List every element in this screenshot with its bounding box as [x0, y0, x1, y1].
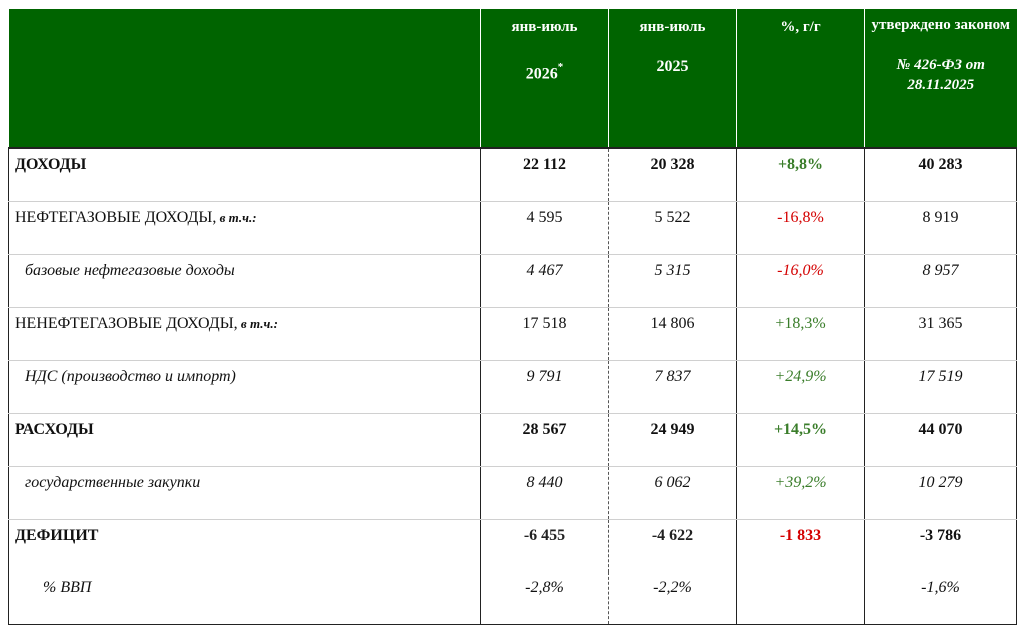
cell-2025: 14 806 — [608, 307, 737, 361]
header-col-2025-year: 2025 — [656, 58, 689, 75]
cell-law: -1,6% — [864, 572, 1017, 625]
row-label-cell: НЕФТЕГАЗОВЫЕ ДОХОДЫ, в т.ч.: — [8, 201, 481, 255]
header-col-law-number: № 426-ФЗ от 28.11.2025 — [896, 57, 985, 93]
cell-yoy: -16,8% — [736, 201, 865, 255]
header-col-yoy: %, г/г — [736, 9, 865, 148]
budget-table: янв-июль 2026* янв-июль 2025 %, г/г утве… — [8, 9, 1017, 625]
header-col-yoy-label: %, г/г — [780, 19, 821, 35]
cell-2025: -4 622 — [608, 519, 737, 572]
cell-2026: -6 455 — [480, 519, 609, 572]
table-row-deficit: ДЕФИЦИТ -6 455 -4 622 -1 833 -3 786 — [8, 519, 1017, 572]
row-label: НДС (производство и импорт) — [8, 360, 481, 414]
header-label-cell — [8, 9, 481, 148]
cell-2026: 4 595 — [480, 201, 609, 255]
cell-2026: 9 791 — [480, 360, 609, 414]
header-col-law: утверждено законом № 426-ФЗ от 28.11.202… — [864, 9, 1017, 148]
cell-2025: 5 522 — [608, 201, 737, 255]
row-label: РАСХОДЫ — [8, 413, 481, 467]
table-row-base-oilgas: базовые нефтегазовые доходы 4 467 5 315 … — [8, 254, 1017, 308]
cell-2026: 22 112 — [480, 147, 609, 202]
cell-yoy: +18,3% — [736, 307, 865, 361]
table-row-income: ДОХОДЫ 22 112 20 328 +8,8% 40 283 — [8, 147, 1017, 202]
cell-law: 10 279 — [864, 466, 1017, 520]
table-row-procurement: государственные закупки 8 440 6 062 +39,… — [8, 466, 1017, 520]
cell-2025: 7 837 — [608, 360, 737, 414]
cell-2025: 6 062 — [608, 466, 737, 520]
cell-yoy — [736, 572, 865, 625]
cell-law: 8 957 — [864, 254, 1017, 308]
cell-yoy: -16,0% — [736, 254, 865, 308]
cell-yoy: +8,8% — [736, 147, 865, 202]
row-label: % ВВП — [8, 572, 481, 625]
cell-law: -3 786 — [864, 519, 1017, 572]
table-row-gdp-share: % ВВП -2,8% -2,2% -1,6% — [8, 572, 1017, 625]
header-col-law-title: утверждено законом — [871, 17, 1011, 33]
cell-2026: 4 467 — [480, 254, 609, 308]
footnote-mark: * — [557, 61, 564, 73]
table-row-vat: НДС (производство и импорт) 9 791 7 837 … — [8, 360, 1017, 414]
cell-law: 31 365 — [864, 307, 1017, 361]
row-label: базовые нефтегазовые доходы — [8, 254, 481, 308]
cell-2025: -2,2% — [608, 572, 737, 625]
header-col-2026-period: янв-июль — [511, 19, 578, 35]
table-row-nonoilgas-income: НЕНЕФТЕГАЗОВЫЕ ДОХОДЫ, в т.ч.: 17 518 14… — [8, 307, 1017, 361]
cell-2026: 17 518 — [480, 307, 609, 361]
table-header-row: янв-июль 2026* янв-июль 2025 %, г/г утве… — [8, 9, 1017, 148]
cell-yoy: -1 833 — [736, 519, 865, 572]
cell-law: 8 919 — [864, 201, 1017, 255]
header-col-2026-year-wrap: 2026* — [481, 59, 608, 84]
header-col-2026-year: 2026 — [525, 65, 558, 83]
cell-2025: 20 328 — [608, 147, 737, 202]
cell-2025: 5 315 — [608, 254, 737, 308]
cell-yoy: +14,5% — [736, 413, 865, 467]
cell-2026: 28 567 — [480, 413, 609, 467]
cell-law: 17 519 — [864, 360, 1017, 414]
cell-yoy: +24,9% — [736, 360, 865, 414]
table-row-expenses: РАСХОДЫ 28 567 24 949 +14,5% 44 070 — [8, 413, 1017, 467]
cell-law: 44 070 — [864, 413, 1017, 467]
header-col-2026: янв-июль 2026* — [480, 9, 609, 148]
table-row-oilgas-income: НЕФТЕГАЗОВЫЕ ДОХОДЫ, в т.ч.: 4 595 5 522… — [8, 201, 1017, 255]
header-col-2025-period: янв-июль — [639, 19, 706, 35]
cell-2026: -2,8% — [480, 572, 609, 625]
row-label-suffix: в т.ч.: — [237, 315, 278, 331]
row-label: ДОХОДЫ — [8, 147, 481, 202]
cell-2026: 8 440 — [480, 466, 609, 520]
cell-yoy: +39,2% — [736, 466, 865, 520]
cell-law: 40 283 — [864, 147, 1017, 202]
row-label: ДЕФИЦИТ — [8, 519, 481, 572]
row-label-cell: НЕНЕФТЕГАЗОВЫЕ ДОХОДЫ, в т.ч.: — [8, 307, 481, 361]
row-label-suffix: в т.ч.: — [216, 209, 257, 225]
header-col-2025: янв-июль 2025 — [608, 9, 737, 148]
row-label: НЕНЕФТЕГАЗОВЫЕ ДОХОДЫ, — [15, 314, 238, 332]
row-label: государственные закупки — [8, 466, 481, 520]
budget-table-container: янв-июль 2026* янв-июль 2025 %, г/г утве… — [8, 9, 1017, 625]
row-label: НЕФТЕГАЗОВЫЕ ДОХОДЫ, — [15, 208, 217, 226]
cell-2025: 24 949 — [608, 413, 737, 467]
